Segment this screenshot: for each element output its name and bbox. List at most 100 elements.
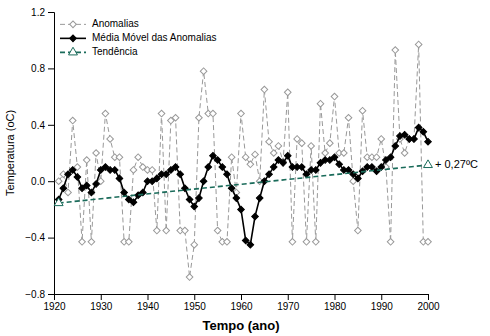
series-marker <box>83 182 90 189</box>
series <box>55 41 431 280</box>
series-marker <box>214 157 221 164</box>
series-marker <box>172 164 179 171</box>
series-marker <box>79 239 86 246</box>
series-marker <box>411 136 418 143</box>
series-marker <box>373 168 380 175</box>
series-marker <box>355 175 362 182</box>
y-tick-label: −0.4 <box>25 232 45 243</box>
y-tick: −0.4 <box>25 232 54 243</box>
y-tick: 1.2 <box>31 7 54 18</box>
series-marker <box>270 150 277 157</box>
series-marker <box>411 136 418 143</box>
series-marker <box>224 239 231 246</box>
series-marker <box>111 167 118 174</box>
series-marker <box>214 227 221 234</box>
x-tick-mark <box>428 294 429 300</box>
series <box>54 160 432 206</box>
x-tick-mark <box>335 294 336 300</box>
series-marker <box>107 136 114 143</box>
y-tick-label: 0.4 <box>31 120 45 131</box>
series-line <box>59 165 428 203</box>
series-marker <box>303 239 310 246</box>
x-tick-mark <box>101 294 102 300</box>
series-marker <box>88 189 95 196</box>
legend-label: Tendência <box>92 46 138 57</box>
series-marker <box>359 107 366 114</box>
y-tick-label: −0.8 <box>25 289 45 300</box>
plot: 192019301940195019601970198019902000−0.8… <box>25 7 478 312</box>
marks <box>54 41 432 280</box>
x-tick-label: 1950 <box>184 301 207 312</box>
series-marker <box>228 154 235 161</box>
legend-entry: Anomalias <box>60 18 139 29</box>
series-marker <box>242 237 249 244</box>
legend-label: Média Móvel das Anomalias <box>92 32 217 43</box>
chart: 192019301940195019601970198019902000−0.8… <box>0 0 490 336</box>
series-marker <box>261 86 268 93</box>
y-tick-mark <box>48 294 54 295</box>
series-marker <box>289 239 296 246</box>
series-marker <box>238 206 245 213</box>
series-marker <box>74 174 81 181</box>
series-marker <box>83 157 90 164</box>
series-marker <box>186 274 193 281</box>
series-marker <box>345 167 352 174</box>
series-marker <box>200 178 207 185</box>
series-marker <box>65 171 72 178</box>
series-marker <box>121 189 128 196</box>
series-marker <box>401 131 408 138</box>
x-tick-label: 1940 <box>137 301 160 312</box>
x-tick: 1980 <box>324 294 347 312</box>
y-tick-label: 0.8 <box>31 63 45 74</box>
series-marker <box>317 100 324 107</box>
y-tick-mark <box>48 181 54 182</box>
x-tick: 1950 <box>184 294 207 312</box>
series-marker <box>172 114 179 121</box>
series-marker <box>284 89 291 96</box>
series-marker <box>369 164 376 171</box>
y-tick-label: 0.0 <box>31 176 45 187</box>
series-marker <box>93 181 100 188</box>
series-marker <box>252 213 259 220</box>
series-marker <box>327 140 334 147</box>
series-marker <box>135 154 142 161</box>
series-marker <box>219 164 226 171</box>
series-marker <box>60 185 67 192</box>
series-marker <box>415 41 422 48</box>
series-marker <box>266 138 273 145</box>
series-marker <box>186 196 193 203</box>
series-marker <box>387 239 394 246</box>
series-marker <box>373 154 380 161</box>
series-marker <box>238 110 245 117</box>
series-marker <box>55 178 62 185</box>
series-marker <box>242 154 249 161</box>
series-marker <box>196 114 203 121</box>
y-tick-mark <box>48 12 54 13</box>
x-tick: 1930 <box>90 294 113 312</box>
series-marker <box>425 138 432 145</box>
legend-entry: Média Móvel das Anomalias <box>60 32 217 43</box>
series-marker <box>284 153 291 160</box>
legend: Anomalias Média Móvel das Anomalias Tendên… <box>60 18 217 57</box>
x-axis: 192019301940195019601970198019902000 <box>43 294 440 312</box>
series-marker <box>275 143 282 150</box>
series-marker <box>280 160 287 167</box>
x-tick-label: 1960 <box>230 301 253 312</box>
y-axis: −0.8 −0.4 0.0 0.4 0.8 1.2 <box>25 7 54 300</box>
x-tick-mark <box>148 294 149 300</box>
x-tick-mark <box>241 294 242 300</box>
series-marker <box>149 167 156 174</box>
series-marker <box>210 110 217 117</box>
series-marker <box>210 153 217 160</box>
x-tick-mark <box>194 294 195 300</box>
legend-marker <box>70 21 77 28</box>
y-axis-title: Temperatura (oC) <box>4 110 16 196</box>
y-tick: 0.4 <box>31 120 54 131</box>
series-marker <box>378 136 385 143</box>
series-marker <box>130 199 137 206</box>
series-marker <box>331 154 338 161</box>
series-marker <box>294 136 301 143</box>
legend-marker <box>70 35 77 42</box>
series-marker <box>424 160 433 168</box>
series-marker <box>401 150 408 157</box>
